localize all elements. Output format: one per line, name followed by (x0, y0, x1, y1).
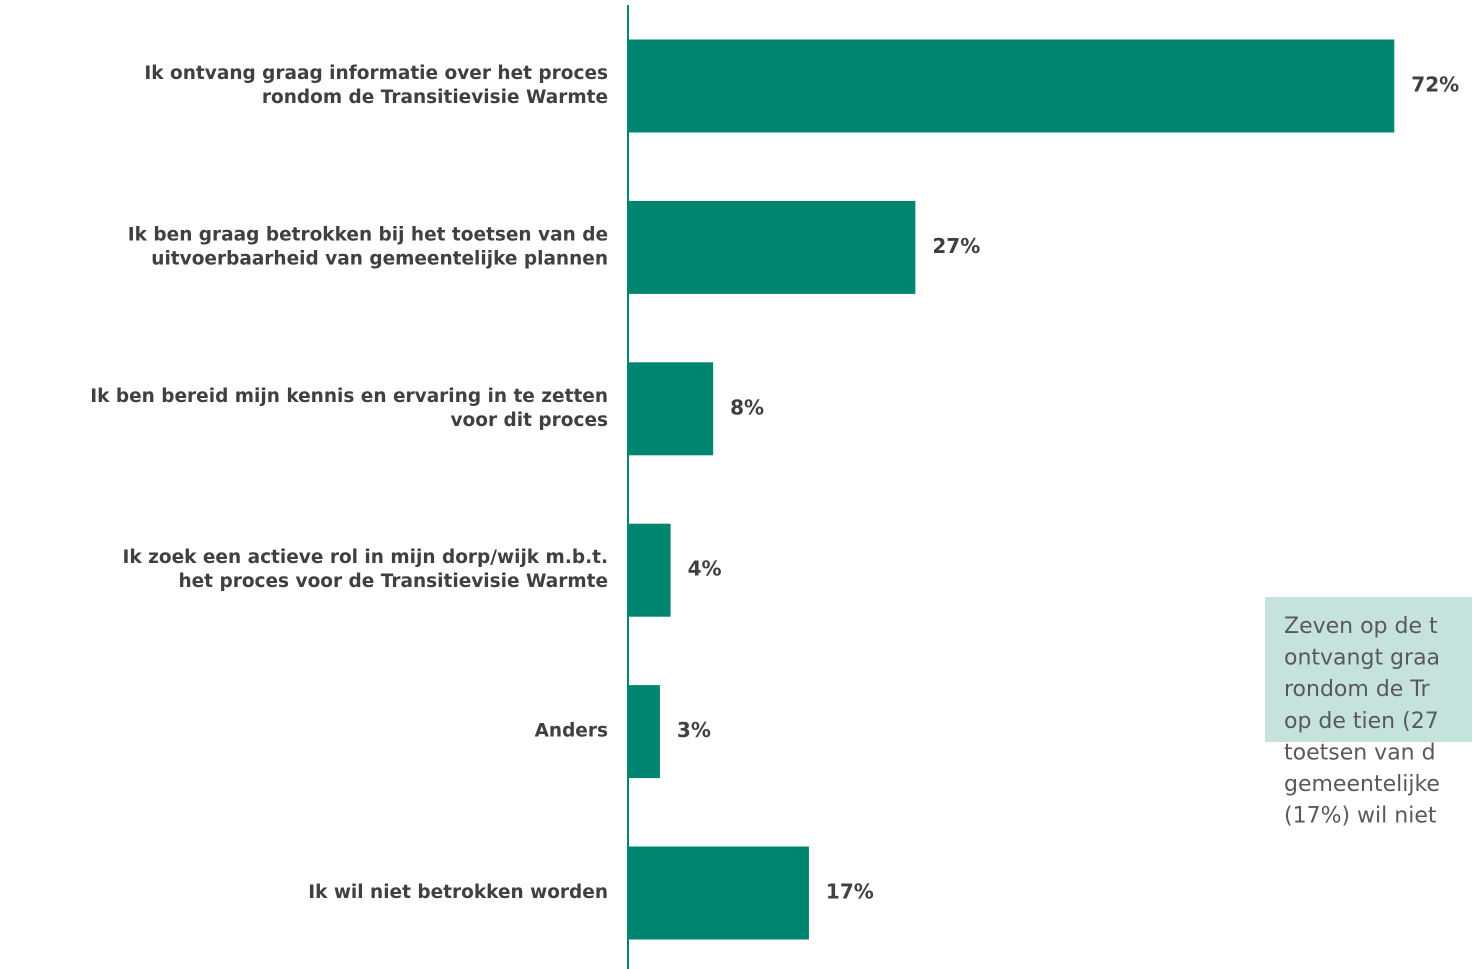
category-label: Ik ben graag betrokken bij het toetsen v… (128, 224, 608, 245)
annotation-text: ontvangt graa (1284, 646, 1440, 671)
category-label: voor dit proces (450, 410, 608, 431)
category-label: Anders (535, 721, 608, 742)
bar (628, 362, 714, 456)
category-label: Ik zoek een actieve rol in mijn dorp/wij… (122, 547, 608, 568)
annotation-text: (17%) wil niet (1284, 804, 1437, 829)
value-label: 8% (730, 395, 764, 419)
annotation-text: Zeven op de t (1284, 614, 1438, 639)
value-label: 17% (826, 880, 874, 904)
category-label: het proces voor de Transitievisie Warmte (178, 571, 608, 592)
annotation-text: gemeentelijke (1284, 772, 1440, 797)
bar (628, 685, 660, 779)
bar (628, 523, 671, 617)
value-label: 27% (932, 234, 980, 258)
bar (628, 846, 809, 940)
annotation-text: op de tien (27 (1284, 709, 1439, 734)
annotation-text: toetsen van d (1284, 740, 1436, 765)
value-label: 4% (688, 557, 722, 581)
category-label: rondom de Transitievisie Warmte (262, 87, 608, 108)
value-label: 72% (1411, 73, 1459, 97)
category-label: Ik wil niet betrokken worden (308, 882, 608, 903)
bar (628, 39, 1395, 133)
annotation-text: rondom de Tr (1284, 677, 1431, 702)
bar (628, 200, 916, 294)
category-label: uitvoerbaarheid van gemeentelijke planne… (151, 248, 608, 269)
annotation-box (1265, 597, 1472, 742)
category-label: Ik ontvang graag informatie over het pro… (144, 63, 608, 84)
category-label: Ik ben bereid mijn kennis en ervaring in… (90, 386, 608, 407)
value-label: 3% (677, 718, 711, 742)
